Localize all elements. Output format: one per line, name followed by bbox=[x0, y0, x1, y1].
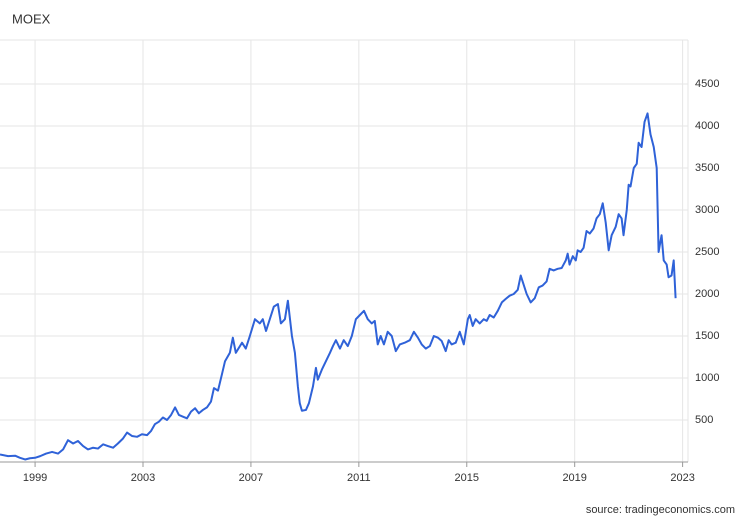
y-tick-label: 2000 bbox=[695, 288, 719, 300]
y-tick-label: 3500 bbox=[695, 162, 719, 174]
y-tick-label: 3000 bbox=[695, 204, 719, 216]
x-tick-label: 2011 bbox=[347, 472, 371, 484]
y-tick-label: 4500 bbox=[695, 78, 719, 90]
source: source: tradingeconomics.com bbox=[586, 504, 735, 516]
x-tick-label: 2015 bbox=[455, 472, 479, 484]
x-tick-label: 1999 bbox=[23, 472, 47, 484]
y-tick-label: 4000 bbox=[695, 120, 719, 132]
x-tick-label: 2023 bbox=[670, 472, 694, 484]
chart-title: MOEX bbox=[12, 11, 51, 26]
y-tick-label: 500 bbox=[695, 414, 713, 426]
x-tick-label: 2003 bbox=[131, 472, 155, 484]
y-tick-label: 2500 bbox=[695, 246, 719, 258]
y-tick-label: 1000 bbox=[695, 372, 719, 384]
y-tick-label: 1500 bbox=[695, 330, 719, 342]
x-tick-label: 2019 bbox=[562, 472, 586, 484]
data-line bbox=[0, 112, 677, 461]
x-tick-label: 2007 bbox=[239, 472, 263, 484]
